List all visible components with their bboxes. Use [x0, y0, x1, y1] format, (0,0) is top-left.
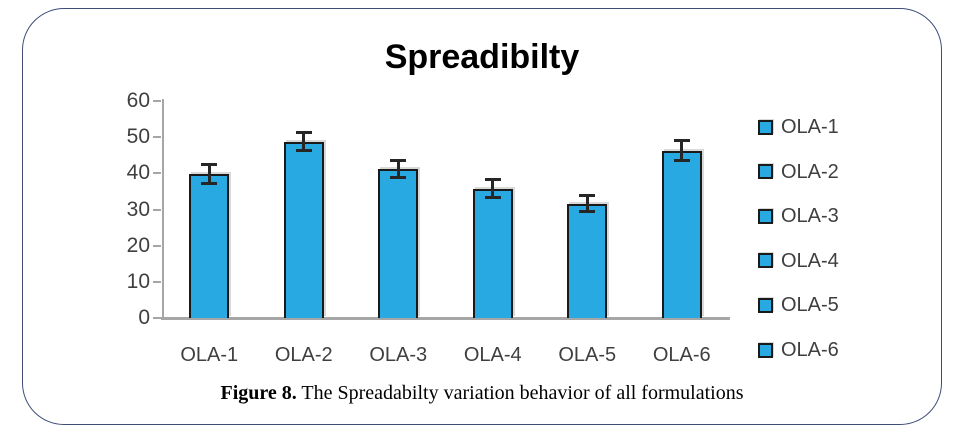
error-bar-cap-bottom	[390, 175, 407, 179]
legend-item: OLA-1	[758, 115, 839, 139]
bar	[189, 174, 230, 318]
y-axis-line	[162, 99, 164, 319]
error-bar-cap-top	[201, 162, 218, 166]
error-bar	[585, 195, 589, 213]
y-tick-mark	[153, 136, 161, 139]
error-bar	[396, 159, 400, 178]
legend-item: OLA-5	[758, 293, 839, 317]
y-tick-label: 0	[138, 306, 150, 329]
legend-item: OLA-6	[758, 338, 839, 362]
legend-item: OLA-2	[758, 160, 839, 184]
error-bar-cap-top	[579, 194, 596, 198]
figure-caption-label: Figure 8.	[220, 382, 297, 404]
legend-swatch-icon	[758, 164, 773, 180]
legend-swatch-icon	[758, 342, 773, 358]
chart-title: Spreadibilty	[384, 38, 580, 76]
x-tick-label: OLA-4	[463, 344, 522, 366]
y-tick-label: 30	[126, 197, 150, 221]
figure-caption-text: The Spreadabilty variation behavior of a…	[296, 382, 744, 404]
legend-swatch-icon	[758, 119, 773, 135]
bar	[661, 150, 702, 318]
legend-item: OLA-4	[758, 249, 839, 273]
error-bar	[207, 163, 211, 185]
error-bar-cap-bottom	[579, 210, 596, 214]
error-bar-cap-top	[673, 139, 690, 143]
figure-frame	[22, 8, 942, 425]
figure-caption: Figure 8. The Spreadabilty variation beh…	[0, 382, 964, 405]
error-bar	[680, 140, 684, 161]
error-bar-cap-top	[390, 158, 407, 162]
legend-label: OLA-2	[781, 160, 839, 183]
legend-item: OLA-3	[758, 204, 839, 228]
bar	[567, 203, 608, 318]
bar	[283, 141, 324, 318]
x-tick-label: OLA-1	[180, 344, 239, 366]
x-tick-label: OLA-5	[558, 344, 617, 366]
x-tick-label: OLA-3	[369, 344, 428, 366]
y-tick-label: 50	[126, 125, 150, 149]
error-bar-cap-top	[484, 178, 501, 182]
x-tick-label: OLA-6	[652, 344, 711, 366]
error-bar	[302, 131, 306, 152]
bar	[472, 188, 513, 318]
y-tick-mark	[153, 317, 161, 319]
error-bar-cap-bottom	[295, 149, 312, 153]
y-tick-label: 40	[126, 161, 150, 185]
legend-label: OLA-5	[781, 294, 839, 317]
error-bar-cap-bottom	[673, 158, 690, 162]
bar	[378, 168, 419, 318]
error-bar-cap-top	[295, 130, 312, 134]
y-tick-label: 60	[126, 89, 150, 112]
y-tick-label: 20	[126, 233, 150, 257]
y-tick-mark	[153, 100, 161, 102]
error-bar-cap-bottom	[201, 182, 218, 186]
y-tick-mark	[153, 244, 161, 247]
error-bar-cap-bottom	[484, 195, 501, 199]
y-tick-mark	[153, 172, 161, 175]
y-tick-label: 10	[126, 269, 150, 293]
y-tick-mark	[153, 280, 161, 283]
legend-swatch-icon	[758, 253, 773, 269]
x-axis-line	[161, 317, 730, 320]
legend-swatch-icon	[758, 208, 773, 224]
legend-label: OLA-3	[781, 205, 839, 228]
legend-label: OLA-1	[781, 116, 839, 138]
x-tick-label: OLA-2	[274, 344, 333, 366]
y-tick-mark	[153, 208, 161, 211]
legend-label: OLA-4	[781, 249, 839, 272]
legend-swatch-icon	[758, 297, 773, 313]
legend-label: OLA-6	[781, 339, 839, 361]
error-bar	[491, 179, 495, 198]
